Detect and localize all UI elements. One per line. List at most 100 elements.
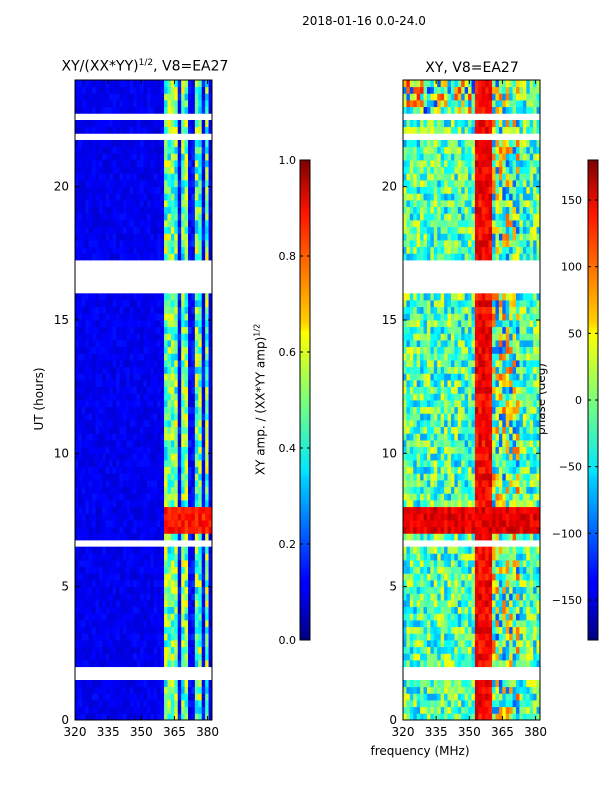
heatmap-cell (122, 140, 127, 148)
heatmap-cell (136, 446, 141, 454)
heatmap-cell (403, 460, 407, 468)
heatmap-cell (505, 633, 510, 641)
heatmap-cell (471, 440, 476, 448)
heatmap-cell (136, 546, 141, 554)
heatmap-cell (95, 700, 100, 708)
heatmap-cell (119, 533, 124, 541)
heatmap-cell (116, 446, 120, 454)
heatmap-cell (129, 353, 134, 361)
heatmap-cell (140, 146, 144, 154)
heatmap-cell (85, 640, 90, 648)
heatmap-cell (468, 493, 472, 501)
heatmap-cell (122, 386, 127, 394)
heatmap-cell (437, 466, 442, 474)
heatmap-cell (498, 573, 503, 581)
heatmap-cell (85, 686, 90, 694)
heatmap-cell (413, 513, 418, 521)
heatmap-cell (433, 640, 438, 648)
heatmap-cell (468, 693, 472, 701)
heatmap-cell (140, 566, 144, 574)
heatmap-cell (164, 633, 168, 641)
heatmap-cell (75, 693, 79, 701)
heatmap-cell (105, 153, 110, 161)
heatmap-cell (105, 333, 110, 341)
heatmap-cell (461, 446, 466, 454)
heatmap-cell (153, 306, 158, 314)
heatmap-cell (143, 246, 148, 254)
heatmap-cell (105, 206, 110, 214)
heatmap-cell (423, 600, 428, 608)
heatmap-cell (116, 220, 120, 228)
heatmap-cell (143, 506, 148, 514)
heatmap-cell (126, 173, 131, 181)
heatmap-cell (140, 513, 144, 521)
heatmap-cell (174, 226, 179, 234)
heatmap-cell (423, 573, 428, 581)
heatmap-cell (150, 693, 155, 701)
heatmap-cell (136, 580, 141, 588)
heatmap-cell (105, 320, 110, 328)
heatmap-cell (164, 506, 168, 514)
heatmap-cell (205, 220, 209, 228)
heatmap-cell (98, 660, 103, 668)
heatmap-cell (413, 646, 418, 654)
heatmap-cell (191, 420, 196, 428)
heatmap-cell (474, 573, 479, 581)
heatmap-cell (194, 520, 199, 528)
heatmap-cell (150, 606, 155, 614)
heatmap-cell (181, 440, 185, 448)
heatmap-cell (140, 380, 144, 388)
heatmap-cell (112, 653, 117, 661)
heatmap-cell (150, 453, 155, 461)
heatmap-cell (413, 500, 418, 508)
heatmap-cell (88, 226, 93, 234)
heatmap-cell (433, 493, 438, 501)
heatmap-cell (430, 493, 435, 501)
heatmap-cell (471, 546, 476, 554)
heatmap-cell (205, 600, 209, 608)
heatmap-cell (78, 340, 83, 348)
heatmap-cell (150, 166, 155, 174)
heatmap-cell (516, 626, 520, 634)
heatmap-cell (112, 580, 117, 588)
heatmap-cell (160, 440, 165, 448)
heatmap-cell (126, 240, 131, 248)
heatmap-cell (85, 126, 90, 134)
heatmap-cell (105, 293, 110, 301)
heatmap-cell (526, 680, 531, 688)
heatmap-cell (153, 120, 158, 128)
heatmap-cell (133, 446, 138, 454)
heatmap-cell (413, 640, 418, 648)
heatmap-cell (201, 320, 206, 328)
heatmap-cell (133, 340, 138, 348)
heatmap-cell (536, 466, 541, 474)
heatmap-cell (81, 306, 86, 314)
heatmap-cell (170, 506, 175, 514)
heatmap-cell (122, 160, 127, 168)
heatmap-cell (95, 653, 100, 661)
heatmap-cell (102, 293, 107, 301)
heatmap-cell (85, 80, 90, 88)
heatmap-cell (109, 420, 114, 428)
heatmap-cell (102, 440, 107, 448)
heatmap-cell (205, 493, 209, 501)
heatmap-cell (471, 533, 476, 541)
heatmap-cell (143, 586, 148, 594)
heatmap-cell (119, 240, 124, 248)
heatmap-cell (133, 533, 138, 541)
heatmap-cell (188, 520, 192, 528)
heatmap-cell (194, 366, 199, 374)
heatmap-cell (177, 140, 182, 148)
heatmap-cell (471, 706, 476, 714)
heatmap-cell (526, 506, 531, 514)
heatmap-cell (146, 506, 151, 514)
heatmap-cell (88, 233, 93, 241)
heatmap-cell (112, 126, 117, 134)
heatmap-cell (450, 560, 455, 568)
heatmap-cell (201, 340, 206, 348)
heatmap-cell (164, 153, 168, 161)
heatmap-cell (85, 633, 90, 641)
heatmap-cell (194, 426, 199, 434)
heatmap-cell (129, 193, 134, 201)
heatmap-cell (505, 593, 510, 601)
